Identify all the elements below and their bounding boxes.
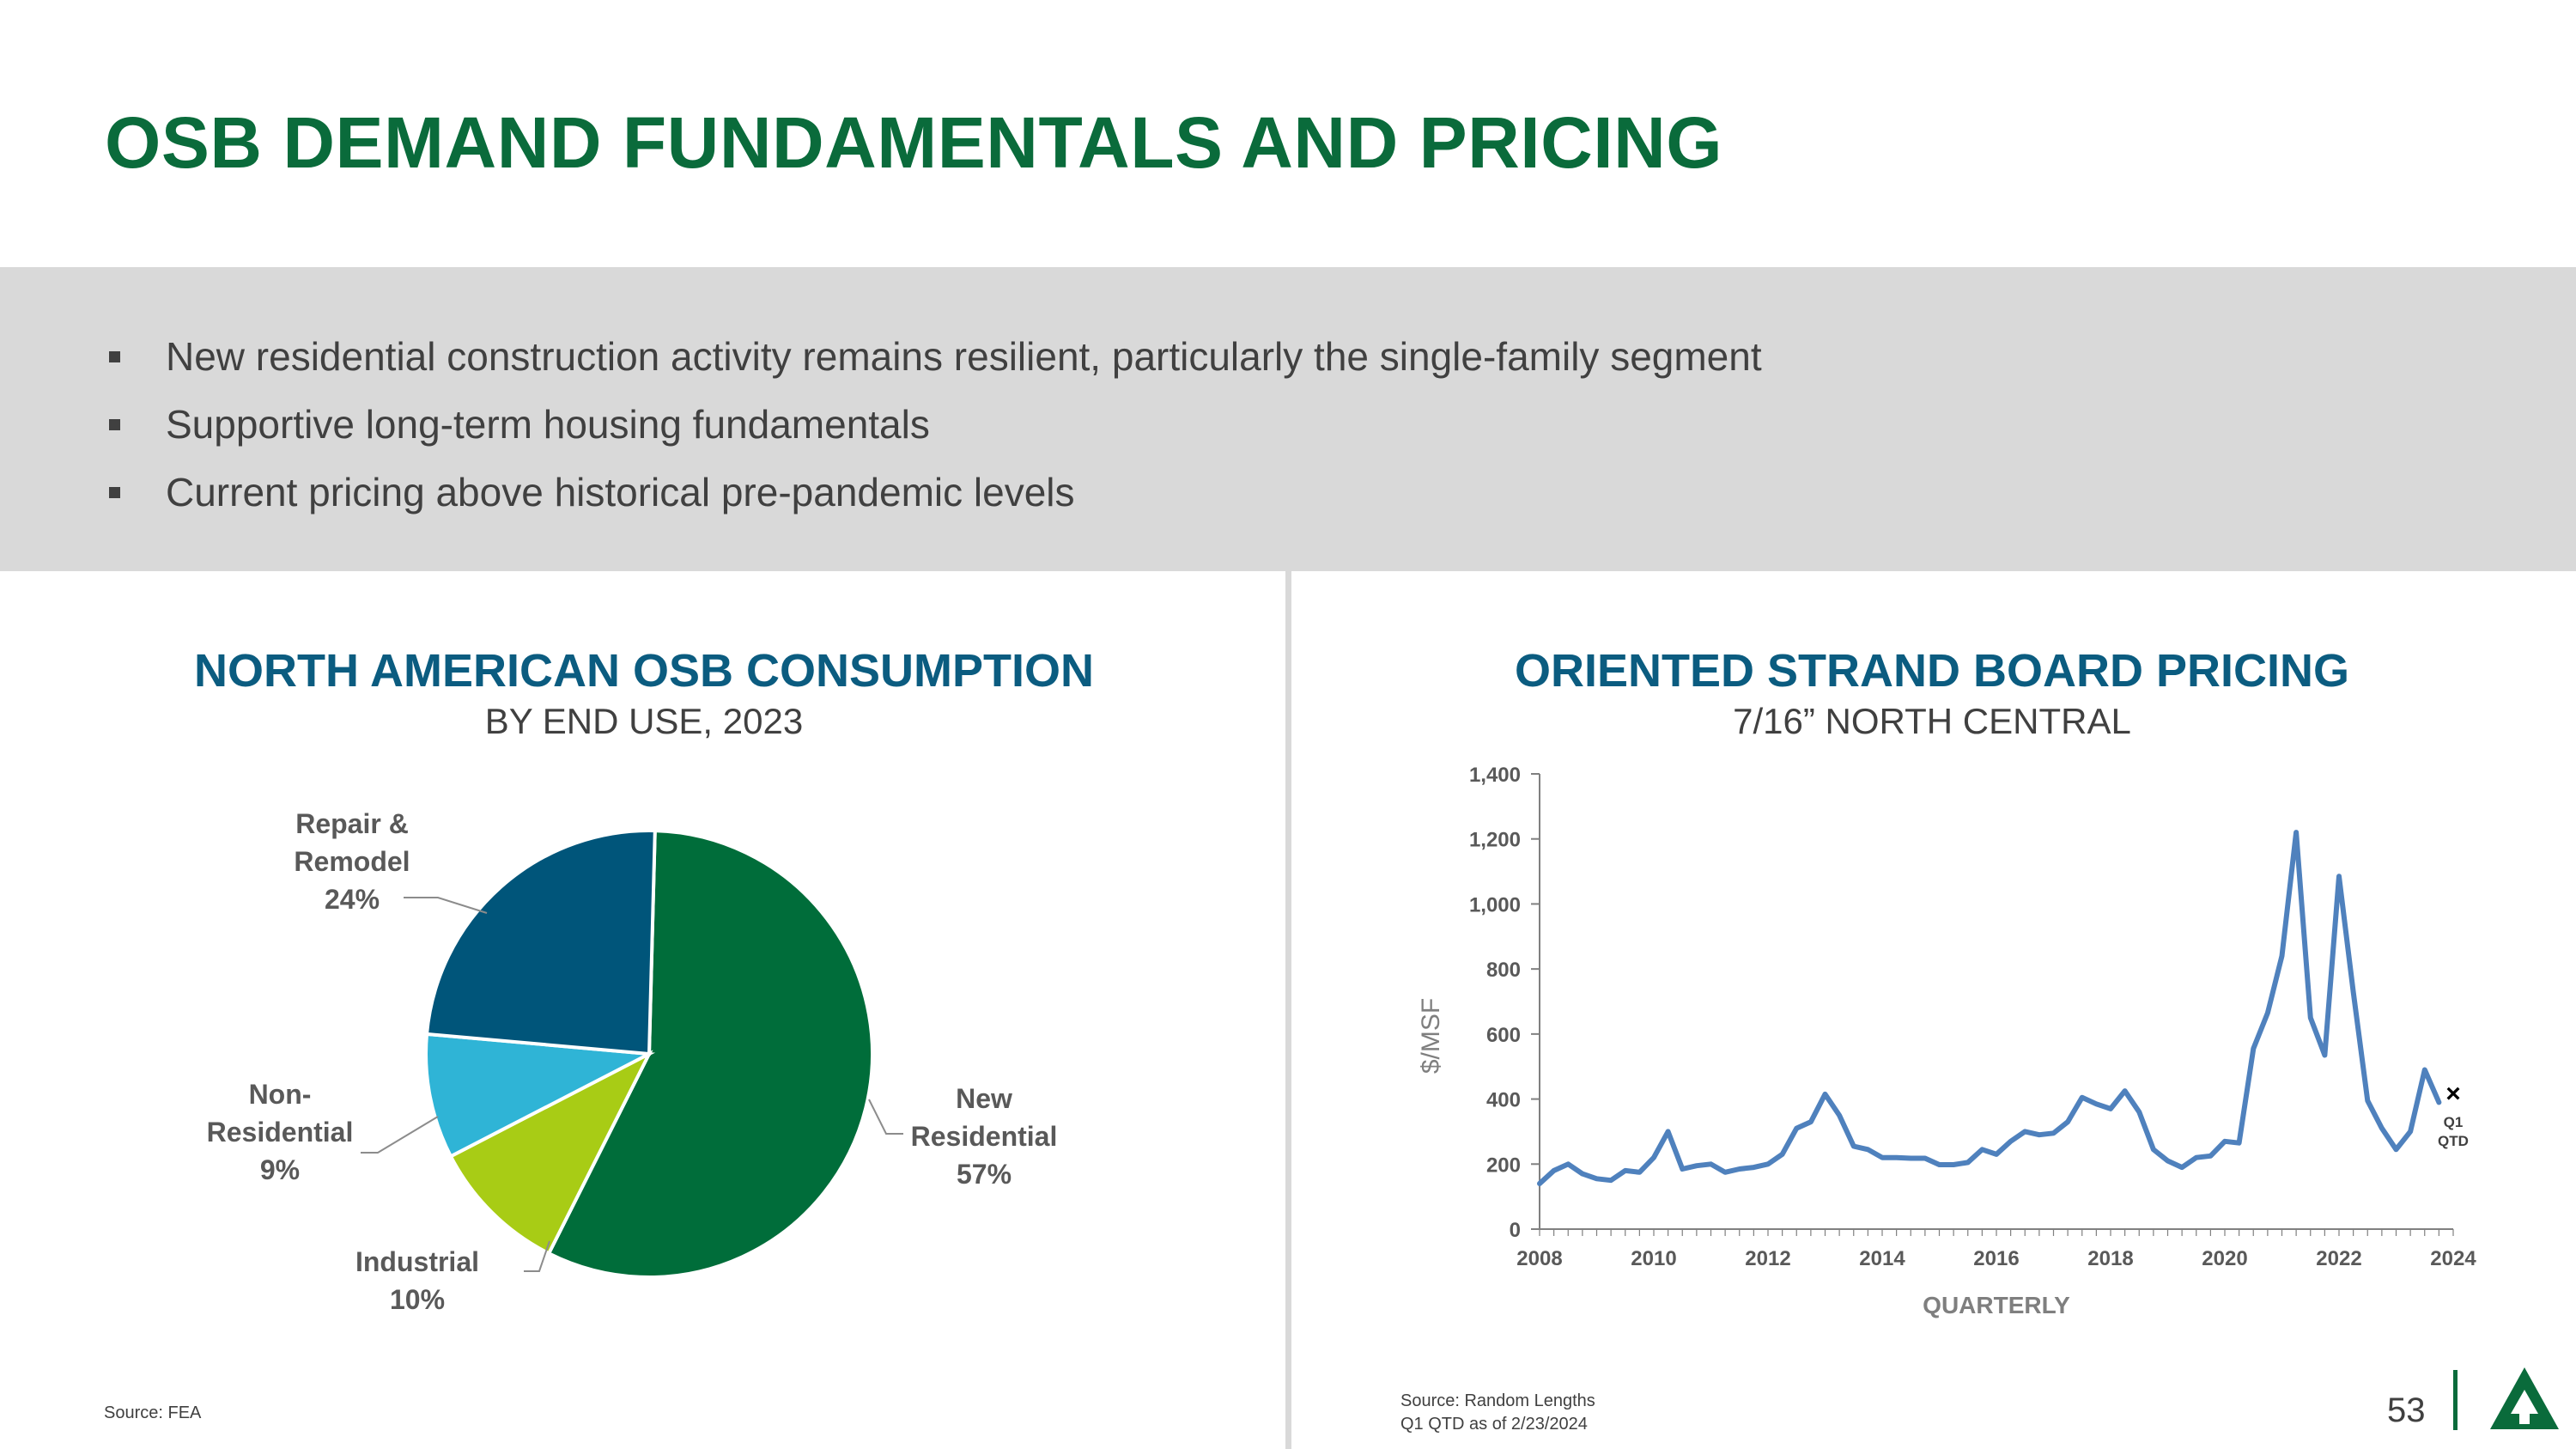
x-tick-label: 2010 [1631,1247,1676,1270]
price-series-line [1537,830,2442,1186]
pie-source-note: Source: FEA [104,1403,202,1422]
pie-chart-title: NORTH AMERICAN OSB CONSUMPTION [194,645,1094,697]
q1-qtd-label: QTD [2438,1133,2469,1149]
y-tick-label: 1,000 [1469,893,1521,916]
bullet-square-icon [109,351,120,362]
pie-chart: New Residential 57% Industrial 10%Non-Reside… [207,808,1058,1315]
pie-slice-label: Industrial 10% [355,1246,479,1315]
pie-slice [424,1032,656,1159]
key-points-band [0,267,2576,571]
line-source-line2: Q1 QTD as of 2/23/2024 [1400,1415,1588,1434]
line-chart: 0 200 400 600 800 1,000 1,200 1,400 2008 2010 2012… [1417,764,2476,1318]
x-tick-label: 2014 [1859,1247,1905,1270]
pie-leader-line [524,1240,550,1272]
line-chart-title: ORIENTED STRAND BOARD PRICING [1514,645,2350,697]
pie-slice-label: Repair & Remodel 24% [294,808,410,915]
page-number: 53 [2387,1391,2426,1429]
pie-slice-label: Non-Residential 9% [207,1079,354,1185]
pie-slice-label: New Residential 57% [911,1083,1058,1190]
x-tick-label: 2012 [1745,1247,1790,1270]
page-title: OSB DEMAND FUNDAMENTALS AND PRICING [105,102,1723,183]
y-tick-label: 200 [1486,1154,1521,1177]
pie-slice [424,829,657,1056]
x-tick-label: 2008 [1516,1247,1562,1270]
y-tick-label: 400 [1486,1089,1521,1112]
x-tick-label: 2018 [2087,1247,2133,1270]
line-chart-subtitle: 7/16” NORTH CENTRAL [1733,701,2131,741]
x-tick-label: 2022 [2316,1247,2361,1270]
pie-leader-line [361,1116,439,1154]
y-tick-label: 1,400 [1469,764,1521,787]
x-tick-label: 2016 [1973,1247,2019,1270]
line-source-line1: Source: Random Lengths [1400,1391,1595,1410]
page-number-divider [2453,1370,2458,1430]
x-tick-label: 2020 [2202,1247,2247,1270]
y-tick-label: 600 [1486,1024,1521,1047]
bullet-square-icon [109,487,120,498]
pie-leader-line [404,897,488,914]
y-tick-label: 1,200 [1469,829,1521,852]
company-logo-icon [2490,1367,2559,1429]
q1-qtd-marker: × [2445,1080,2461,1108]
x-axis-title: QUARTERLY [1923,1292,2070,1318]
bullet-square-icon [109,419,120,430]
pie-slice [448,1050,653,1256]
y-tick-label: 0 [1510,1219,1521,1242]
q1-qtd-label: Q1 [2444,1114,2464,1130]
pie-slice [546,829,874,1279]
x-tick-label: 2024 [2430,1247,2476,1270]
y-axis-title: $/MSF [1417,998,1445,1074]
panel-divider [1285,571,1291,1449]
y-tick-label: 800 [1486,959,1521,982]
line-source-note: Source: Random Lengths Q1 QTD as of 2/23… [1400,1390,1595,1436]
pie-chart-subtitle: BY END USE, 2023 [484,701,804,741]
pie-leader-line [868,1099,903,1135]
